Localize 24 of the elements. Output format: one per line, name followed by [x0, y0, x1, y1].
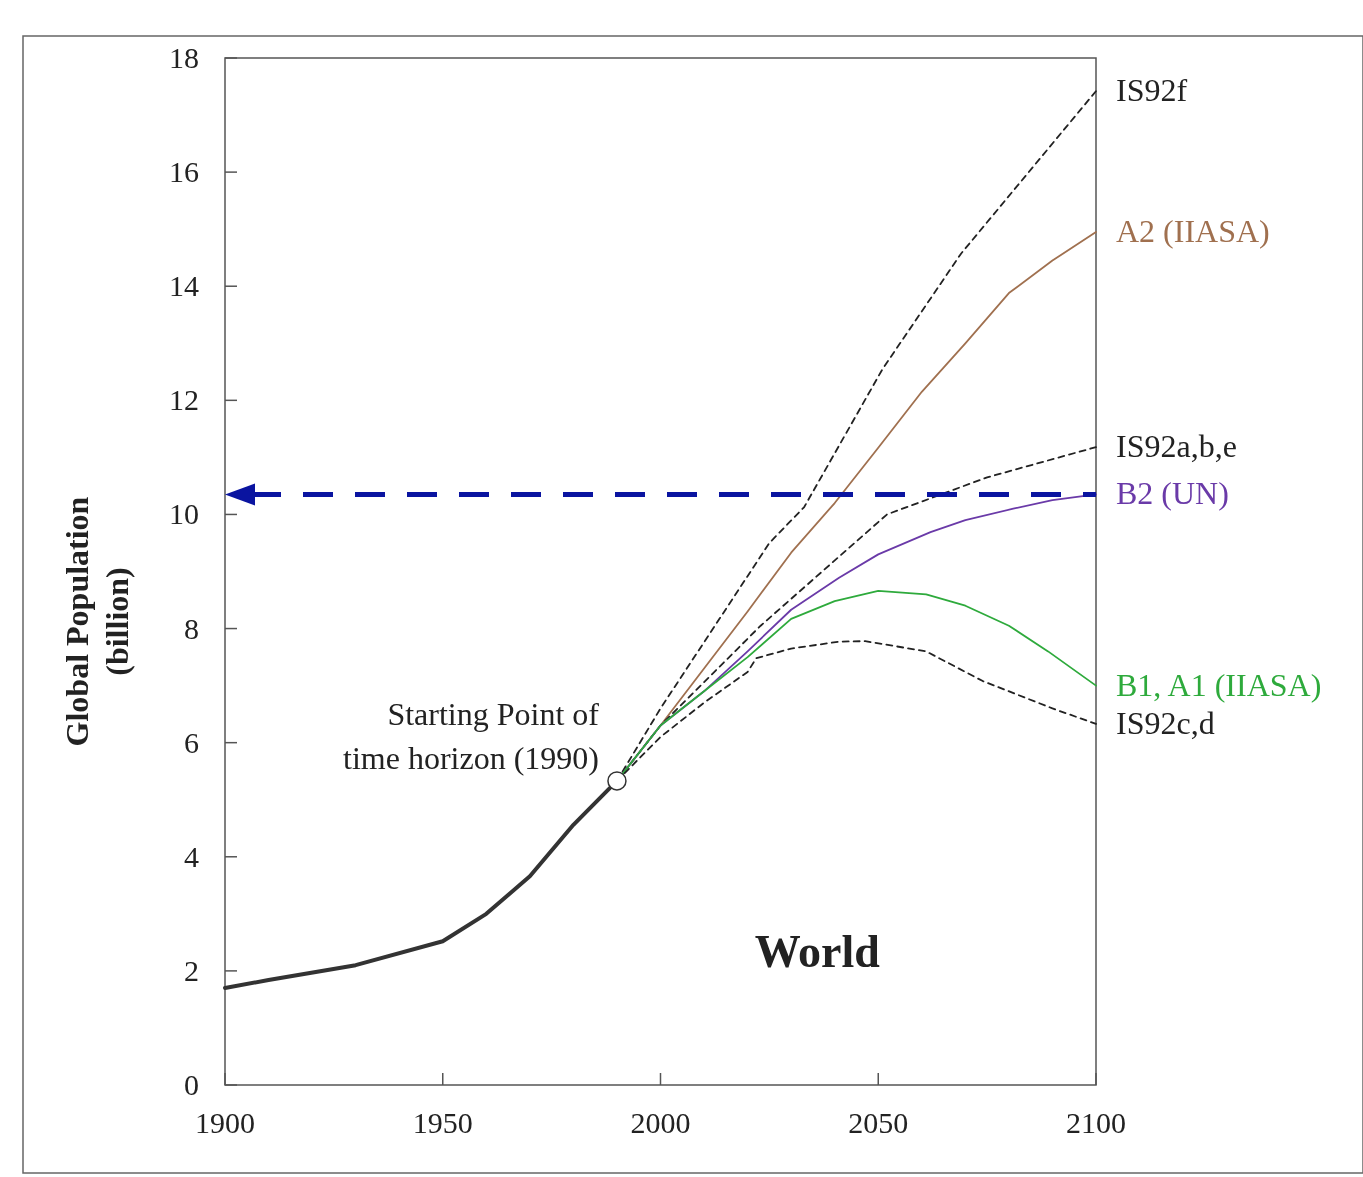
series-label: IS92f [1116, 72, 1188, 109]
y-tick-label: 8 [184, 611, 199, 645]
series-label: IS92a,b,e [1116, 428, 1237, 465]
y-axis-title: Global Population (billion) [59, 496, 135, 747]
y-tick-label: 6 [184, 725, 199, 759]
x-tick-label: 2050 [848, 1106, 909, 1139]
x-tick-label: 1950 [412, 1106, 473, 1139]
y-tick-label: 12 [169, 383, 199, 417]
series-label: A2 (IIASA) [1116, 213, 1270, 250]
y-tick-label: 18 [169, 41, 199, 74]
y-tick-label: 16 [169, 155, 199, 189]
annotation: Starting Point of time horizon (1990) [343, 695, 600, 776]
x-tick-label: 2000 [630, 1106, 691, 1139]
x-tick-label: 2100 [1066, 1106, 1126, 1139]
series-label: B2 (UN) [1116, 475, 1229, 512]
annotation: World [754, 925, 881, 977]
y-tick-label: 4 [184, 839, 199, 873]
series-label: B1, A1 (IIASA) [1116, 666, 1322, 703]
y-tick-label: 14 [169, 269, 199, 303]
y-tick-label: 10 [169, 497, 199, 531]
y-tick-label: 2 [184, 953, 199, 987]
series-label: IS92c,d [1116, 704, 1215, 741]
y-tick-label: 0 [184, 1068, 199, 1101]
x-tick-label: 1900 [195, 1106, 255, 1139]
